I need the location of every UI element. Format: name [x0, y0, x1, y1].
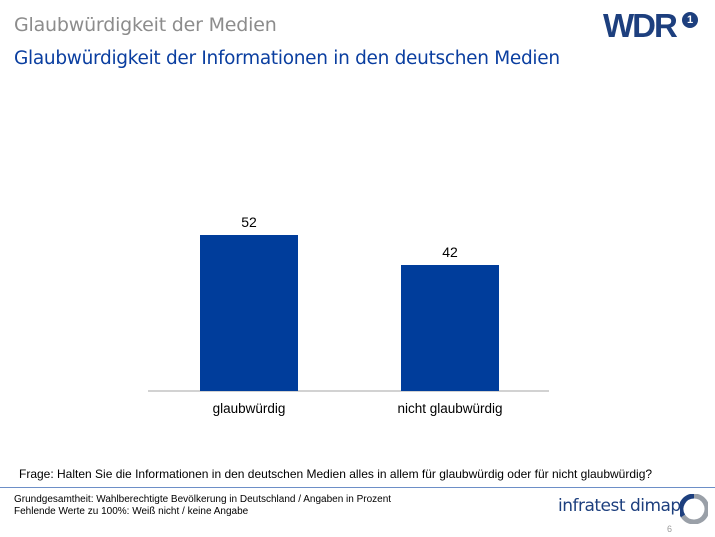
bar-1 — [401, 265, 499, 391]
survey-question: Frage: Halten Sie die Informationen in d… — [19, 467, 653, 481]
footnote-missing-values: Fehlende Werte zu 100%: Weiß nicht / kei… — [14, 506, 249, 517]
page-title: Glaubwürdigkeit der Medien — [14, 14, 277, 36]
category-label-0: glaubwürdig — [213, 401, 286, 416]
page-subtitle: Glaubwürdigkeit der Informationen in den… — [14, 48, 560, 69]
page-number: 6 — [667, 524, 673, 534]
data-label-0: 52 — [241, 214, 257, 230]
wdr-logo: WDR 1 — [603, 7, 703, 45]
wdr-wordmark: WDR — [603, 7, 678, 44]
category-label-1: nicht glaubwürdig — [397, 401, 502, 416]
footer-divider — [0, 487, 715, 488]
bar-0 — [200, 235, 298, 391]
footnote-population: Grundgesamtheit: Wahlberechtigte Bevölke… — [14, 494, 392, 505]
ard-one-icon: 1 — [682, 12, 698, 28]
data-label-1: 42 — [442, 244, 458, 260]
infratest-mark-icon — [680, 494, 708, 524]
infratest-dimap-logo: infratest dimap — [558, 496, 681, 516]
